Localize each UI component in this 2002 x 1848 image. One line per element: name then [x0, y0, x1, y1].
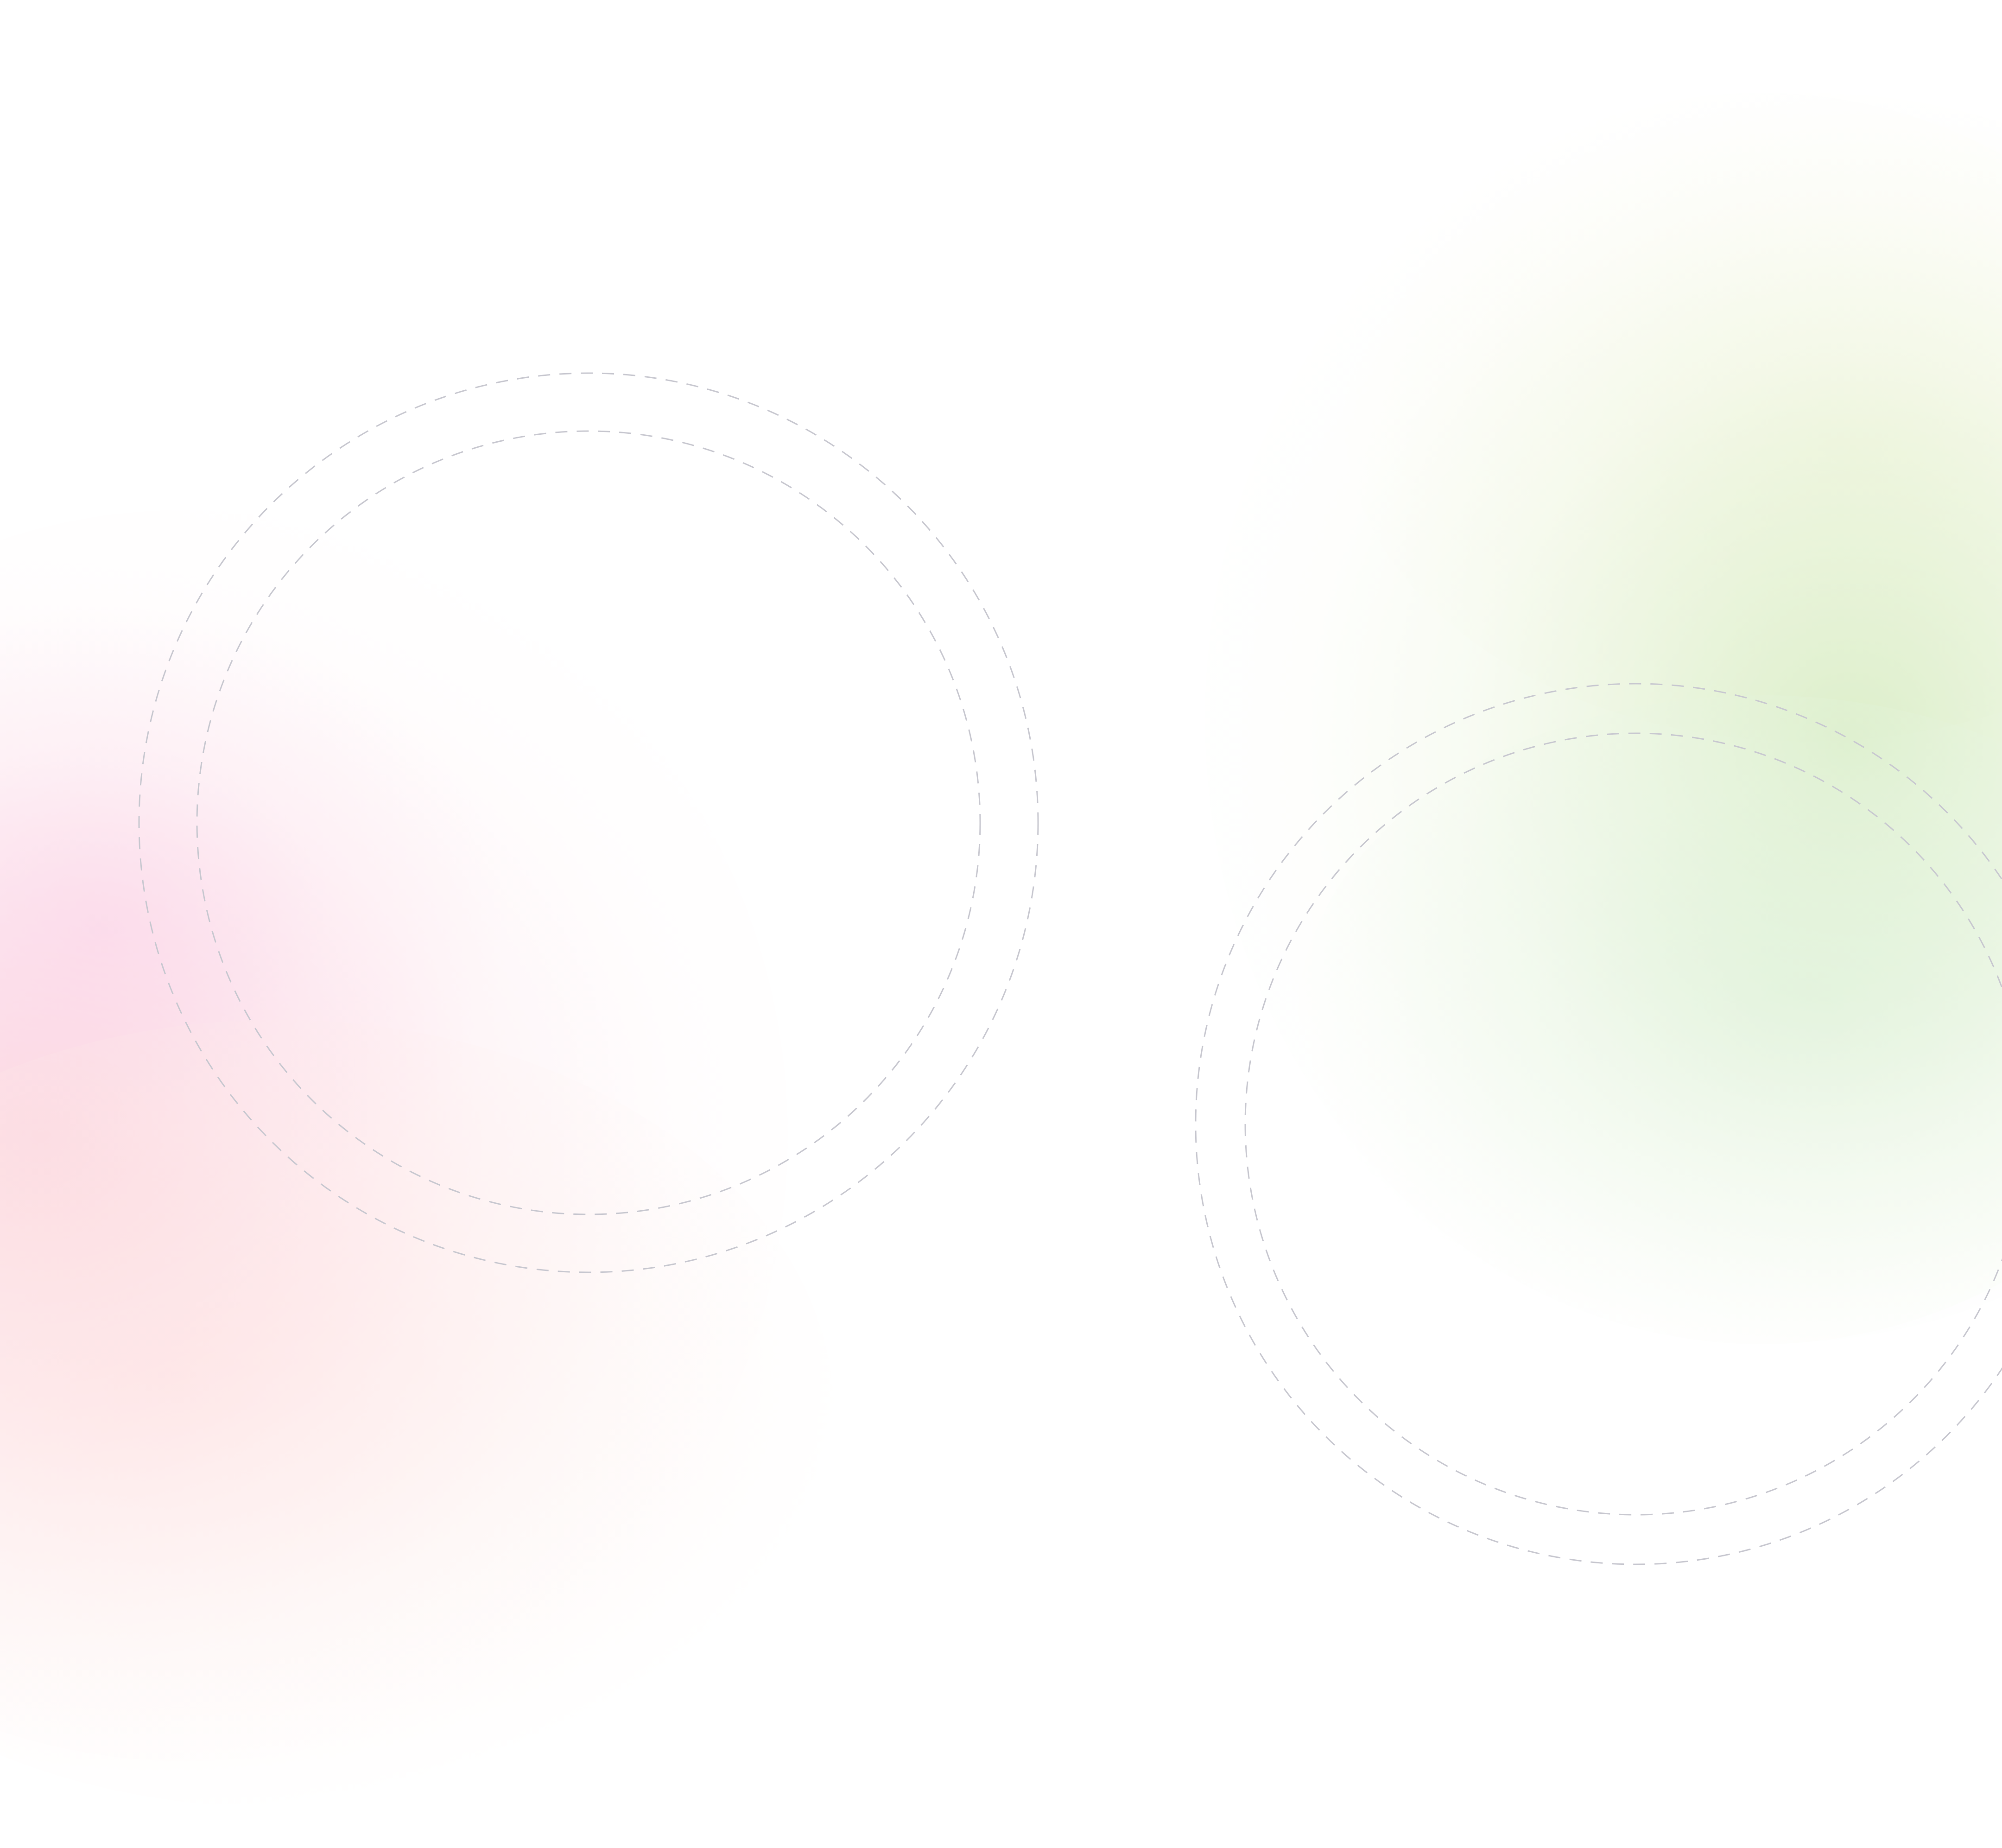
- right-inner-ring: [1244, 732, 2002, 1516]
- left-outer-ring: [138, 372, 1039, 1273]
- right-ring-group: [1195, 683, 2002, 1565]
- right-outer-ring: [1195, 683, 2002, 1565]
- left-inner-ring: [196, 430, 981, 1215]
- left-ring-group: [138, 372, 1039, 1273]
